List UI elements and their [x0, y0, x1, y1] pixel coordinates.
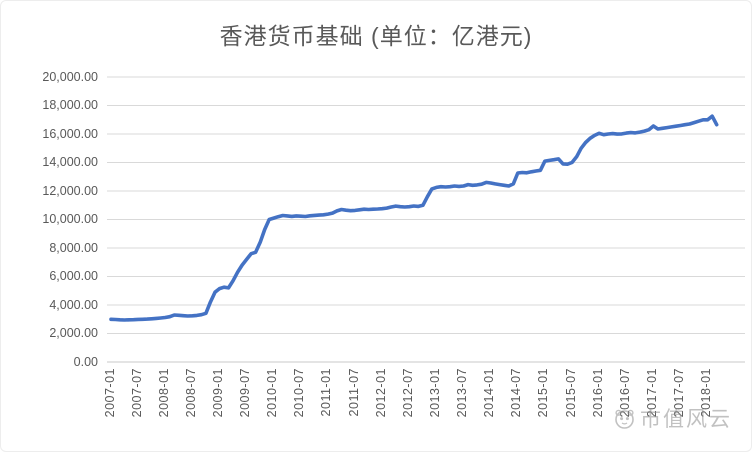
x-axis-tick-label: 2010-07 [292, 368, 307, 418]
x-axis-tick-label: 2010-01 [265, 368, 280, 418]
x-axis-tick-label: 2007-07 [129, 368, 144, 418]
x-axis-tick-label: 2008-01 [156, 368, 171, 418]
x-axis-tick-label: 2015-07 [563, 368, 578, 418]
x-axis-tick-label: 2013-07 [455, 368, 470, 418]
x-axis-tick-label: 2016-07 [617, 368, 632, 418]
x-axis-tick-label: 2009-01 [210, 368, 225, 418]
x-axis-tick-label: 2007-01 [102, 368, 117, 418]
data-series-line [109, 114, 719, 322]
x-axis-tick-label: 2014-01 [482, 368, 497, 418]
y-axis-tick-label: 20,000.00 [42, 69, 98, 84]
y-axis-tick-label: 16,000.00 [42, 126, 98, 141]
x-axis-tick-label: 2011-01 [319, 368, 334, 417]
x-axis-tick-label: 2016-01 [590, 368, 605, 418]
x-axis-tick-label: 2014-07 [509, 368, 524, 418]
x-axis-tick-label: 2008-07 [183, 368, 198, 418]
y-axis-tick-label: 6,000.00 [49, 269, 98, 283]
x-axis-tick-label: 2013-01 [427, 368, 442, 418]
y-axis-tick-label: 2,000.00 [49, 326, 98, 340]
x-axis-tick-label: 2009-07 [238, 368, 253, 418]
x-axis-tick-label: 2018-01 [699, 368, 714, 418]
y-axis-tick-label: 8,000.00 [49, 240, 98, 255]
y-axis-tick-label: 4,000.00 [49, 297, 98, 312]
y-axis-tick-label: 14,000.00 [42, 155, 98, 169]
x-axis-tick-label: 2017-01 [644, 368, 659, 418]
y-axis-tick-label: 0.00 [73, 354, 98, 369]
chart-title: 香港货币基础 (单位：亿港元) [219, 23, 533, 49]
y-axis-tick-label: 10,000.00 [42, 212, 98, 226]
x-axis-tick-label: 2012-01 [373, 368, 388, 418]
x-axis-tick-label: 2011-07 [346, 368, 361, 417]
x-axis-tick-label: 2012-07 [400, 368, 415, 418]
x-axis-tick-label: 2017-07 [672, 368, 687, 418]
y-axis-tick-label: 18,000.00 [42, 98, 98, 112]
x-axis-tick-label: 2015-01 [536, 368, 551, 418]
y-axis-tick-label: 12,000.00 [42, 183, 98, 198]
